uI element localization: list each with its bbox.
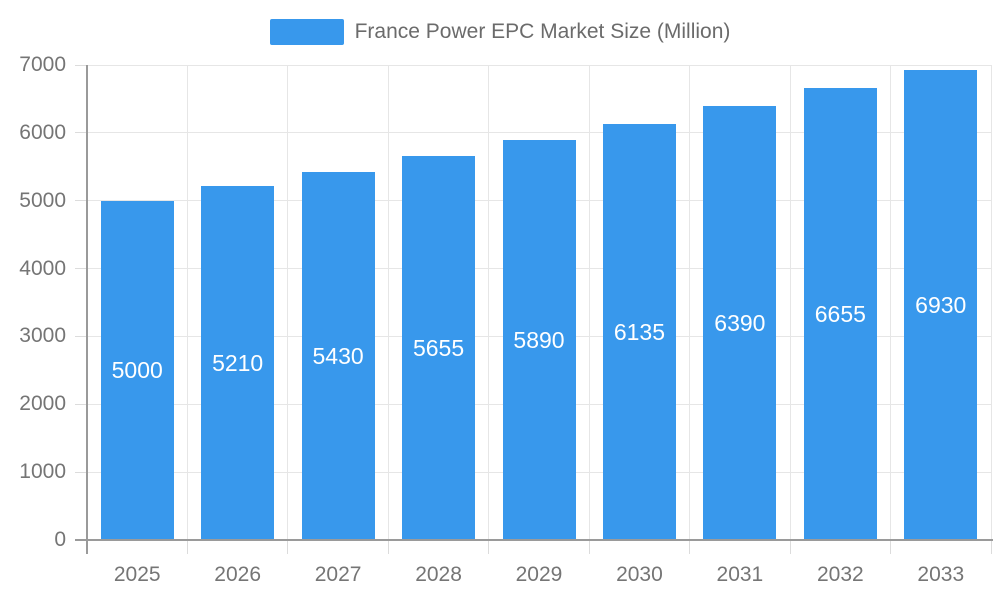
chart-legend[interactable]: France Power EPC Market Size (Million): [0, 18, 1000, 46]
y-tick-label: 4000: [19, 256, 66, 280]
bar-value-label: 5000: [111, 357, 163, 384]
y-tick: [75, 268, 87, 270]
x-gridline: [186, 65, 188, 540]
x-tick: [287, 540, 289, 554]
bar-value-label: 6930: [915, 291, 967, 318]
y-tick: [75, 132, 87, 134]
bar-value-label: 5655: [412, 335, 465, 362]
y-tick-label: 1000: [19, 460, 66, 484]
y-tick-label: 2000: [19, 392, 66, 416]
bar-2028[interactable]: [402, 156, 476, 540]
bar-value-label: 5210: [212, 350, 264, 377]
x-axis-line: [75, 539, 993, 541]
y-gridline: [87, 132, 991, 134]
bar-2027[interactable]: [301, 171, 375, 540]
x-gridline: [890, 65, 892, 540]
bar-2032[interactable]: [803, 88, 877, 540]
bar-value-label: 6135: [613, 318, 666, 345]
x-tick-label: 2030: [616, 563, 663, 586]
x-gridline: [387, 65, 389, 540]
x-tick-label: 2026: [214, 563, 262, 586]
bar-2029[interactable]: [502, 140, 576, 540]
y-tick: [75, 471, 87, 473]
x-tick-label: 2028: [415, 563, 462, 586]
bar-2033[interactable]: [904, 69, 978, 540]
bar-2025[interactable]: [100, 200, 174, 540]
x-tick: [789, 540, 791, 554]
x-tick: [387, 540, 389, 554]
x-gridline: [990, 65, 992, 540]
x-tick-label: 2032: [816, 563, 864, 586]
y-axis-line: [86, 65, 88, 554]
bar-2031[interactable]: [703, 106, 777, 540]
y-tick-label: 0: [54, 528, 66, 551]
x-tick-label: 2033: [917, 563, 965, 586]
x-tick-label: 2029: [515, 563, 563, 586]
x-tick: [990, 540, 992, 554]
x-gridline: [287, 65, 289, 540]
x-gridline: [789, 65, 791, 540]
x-gridline: [588, 65, 590, 540]
x-tick: [186, 540, 188, 554]
x-tick-label: 2025: [113, 563, 161, 586]
bar-2030[interactable]: [602, 123, 676, 540]
y-gridline: [87, 64, 991, 66]
x-tick: [588, 540, 590, 554]
legend-swatch: [269, 19, 344, 45]
y-tick: [75, 200, 87, 202]
legend-label: France Power EPC Market Size (Million): [354, 20, 731, 43]
x-tick: [488, 540, 490, 554]
x-tick-label: 2027: [314, 563, 362, 586]
y-tick-label: 7000: [19, 53, 66, 76]
bar-value-label: 6655: [814, 301, 866, 328]
y-tick-label: 3000: [19, 324, 66, 348]
y-tick-label: 5000: [19, 188, 66, 212]
bar-value-label: 6390: [714, 310, 766, 337]
bar-value-label: 5890: [513, 327, 565, 354]
y-tick: [75, 64, 87, 66]
x-tick-label: 2031: [716, 563, 764, 586]
x-tick: [890, 540, 892, 554]
y-tick-label: 6000: [19, 120, 66, 144]
x-gridline: [488, 65, 490, 540]
y-tick: [75, 403, 87, 405]
x-gridline: [689, 65, 691, 540]
y-tick: [75, 335, 87, 337]
bar-value-label: 5430: [312, 342, 364, 369]
bar-2026[interactable]: [201, 186, 275, 540]
x-tick: [689, 540, 691, 554]
